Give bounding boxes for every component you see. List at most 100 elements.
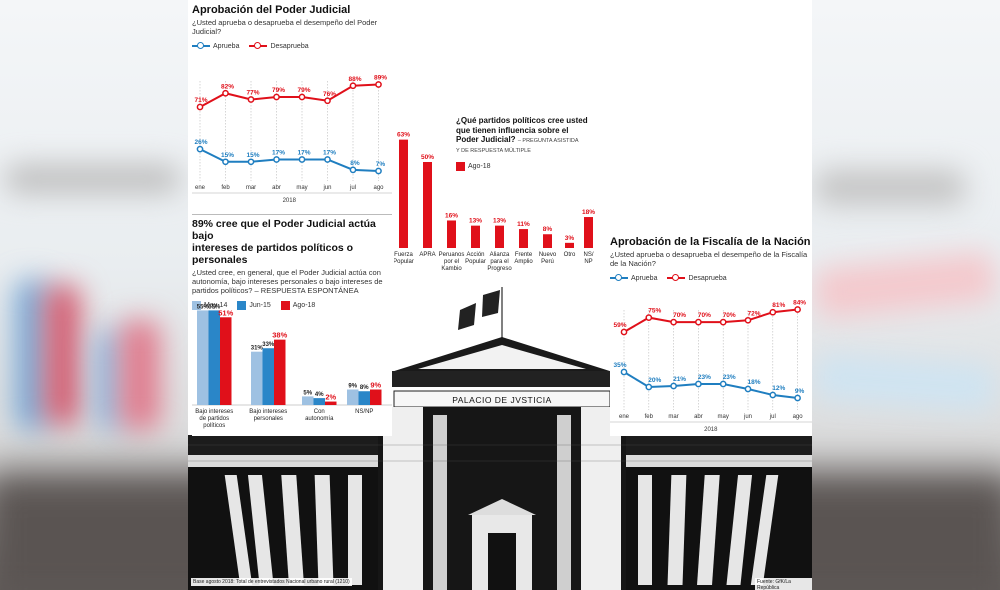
data-label: 23% [723,374,736,381]
bar [370,389,382,405]
line-marker-icon [667,274,686,282]
background-blur [815,170,965,205]
category-label: para el [490,259,508,265]
bar [347,389,359,405]
x-tick-label: may [296,185,307,191]
category-label: Fuerza [394,252,413,258]
category-label: Con [314,409,325,415]
data-point [719,318,727,326]
data-point [349,82,357,90]
data-point [695,318,702,326]
data-label: 55% [208,304,221,310]
chart-title: Aprobación de la Fiscalía de la Nación [610,236,811,248]
category-label: Popular [465,259,486,265]
data-label: 77% [246,90,259,97]
background-blur [120,320,160,430]
x-axis-label: 2018 [283,198,297,204]
series-line-aprueba [623,371,798,399]
data-label: 26% [194,139,207,146]
data-label: 51% [218,308,233,317]
data-label: 79% [297,87,310,94]
data-label: 17% [297,150,310,157]
data-point [645,383,653,391]
data-point [196,103,204,111]
category-label: NS/NP [355,409,373,415]
data-label: 50% [421,154,434,161]
chart-question: ¿Usted aprueba o desaprueba el desempeño… [192,18,378,36]
data-label: 7% [376,161,386,168]
bar [302,396,314,405]
bar [584,217,593,248]
fiscalia-approval-card: Aprobación de la Fiscalía de la Nación ¿… [610,236,812,436]
line-marker-icon [610,274,628,282]
partidos-header: ¿Qué partidos políticos cree usted que t… [456,116,606,171]
bar [399,139,408,248]
data-point [744,385,752,393]
category-label: NS/ [583,252,593,258]
data-label: 9% [370,381,381,390]
footer-source: Fuente: GfK/La República [755,578,812,590]
intereses-card: 89% cree que el Poder Judicial actúa baj… [192,214,392,436]
inscription-text: PALACIO DE JVSTICIA [452,395,552,405]
data-label: 18% [747,379,760,386]
x-tick-label: feb [221,185,230,191]
legend-swatch [192,301,201,310]
category-label: APRA [419,252,435,258]
category-label: Progreso [487,266,512,272]
data-label: 38% [272,331,287,340]
data-label: 33% [262,342,275,348]
data-point [375,81,382,88]
bar [274,339,286,405]
background-blur [45,285,80,425]
data-label: 4% [315,392,324,398]
x-tick-label: abr [272,185,281,191]
bar [197,310,209,405]
data-label: 71% [194,97,207,104]
data-point [375,167,382,175]
data-label: 70% [673,312,686,319]
series-line-desaprueba [199,83,379,108]
data-label: 8% [543,226,553,233]
chart-legend: Aprueba Desaprueba [192,42,392,50]
bar [565,242,574,248]
data-label: 3% [565,235,575,242]
data-label: 9% [348,384,357,390]
category-label: por el [444,259,459,265]
data-label: 23% [698,374,711,381]
legend-swatch [456,161,465,171]
footer-base-note: Base agosto 2018: Total de entrevistados… [191,578,352,586]
bar [543,234,552,248]
data-label: 2% [325,393,336,402]
bar [519,229,528,248]
poder-judicial-line-chart: ene feb mar abr may jun jul ago 2018 26% 15% 15% 17%… [192,75,392,204]
bar [325,401,337,405]
data-point [298,93,306,101]
category-label: Amplio [514,259,533,265]
bar [471,225,480,248]
data-point [769,308,777,316]
category-label: Kambio [441,266,462,272]
data-point [695,380,702,388]
background-blur [15,280,50,430]
data-label: 5% [303,390,312,396]
legend-aprueba: Aprueba [192,42,239,50]
x-tick-label: jul [769,414,776,420]
x-tick-label: jun [322,185,331,191]
category-label: Acción [466,252,484,258]
category-label: Otro [564,252,576,258]
data-label: 72% [747,310,760,317]
data-label: 21% [673,376,686,383]
data-point [670,382,677,390]
x-tick-label: mar [246,185,256,191]
partidos-card: ¿Qué partidos políticos cree usted que t… [394,70,610,285]
data-label: 18% [582,209,595,216]
legend-swatch [280,301,290,310]
category-label: autonomía [305,416,334,422]
category-label: Frente [515,252,533,258]
category-label: NP [584,259,592,265]
bar [313,398,325,405]
data-label: 20% [648,377,661,384]
